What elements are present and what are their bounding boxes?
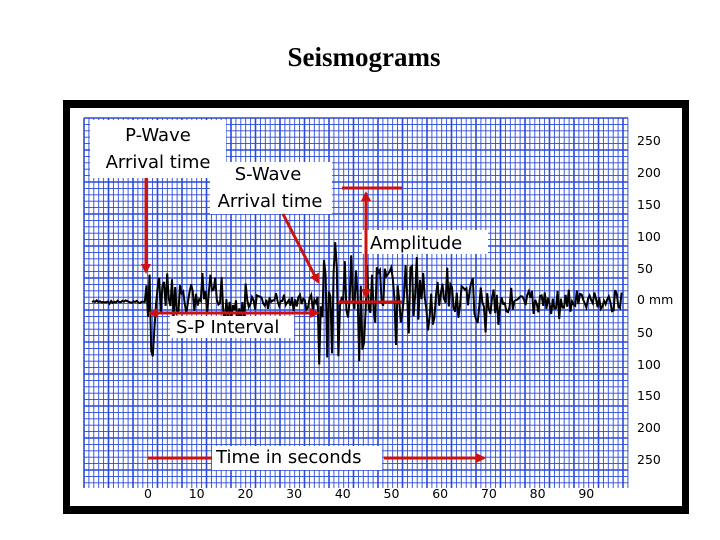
page-title: Seismograms [287,42,441,72]
amplitude-tick-label: 50 [637,261,653,276]
s-wave-label-line2: Arrival time [218,191,323,212]
time-tick-label: 50 [384,486,400,501]
time-tick-label: 40 [335,486,351,501]
amplitude-tick-label: 200 [637,420,661,435]
time-tick-label: 10 [189,486,205,501]
amplitude-tick-label: 150 [637,388,661,403]
time-tick-label: 70 [481,486,497,501]
seismogram-trace [91,242,623,365]
sp-interval-label-box [170,316,294,338]
time-tick-label: 0 [144,486,152,501]
amplitude-tick-bg [633,290,663,307]
s-wave-label-line1: S-Wave [235,164,302,185]
amplitude-tick-bg [633,259,663,276]
amplitude-tick-label: 250 [637,452,661,467]
amplitude-tick-label: 100 [637,357,661,372]
amplitude-tick-bg [633,450,663,467]
p-wave-label-line2: Arrival time [106,152,211,173]
amplitude-tick-bg [633,386,663,403]
time-tick-label: 80 [530,486,546,501]
s-wave-label-box [210,162,332,214]
amplitude-tick-label: 50 [637,325,653,340]
time-tick-label: 90 [578,486,594,501]
s-wave-arrow [281,213,320,284]
amplitude-tick-bg [633,418,663,435]
amplitude-tick-label: 200 [637,165,661,180]
amplitude-tick-bg [633,131,663,148]
p-wave-label-box [90,120,226,178]
amplitude-tick-label: 0 mm [637,292,673,307]
amplitude-label: Amplitude [370,233,462,254]
amplitude-label-box [362,230,488,254]
time-tick-label: 60 [432,486,448,501]
amplitude-tick-bg [633,195,663,212]
amplitude-tick-bg [633,355,663,372]
time-tick-label: 20 [237,486,253,501]
amplitude-scale: 250 200 150 100 50 0 mm 50 100 150 200 250 [633,131,673,467]
amplitude-tick-label: 100 [637,229,661,244]
amplitude-tick-label: 150 [637,197,661,212]
time-label: Time in seconds [215,447,361,468]
sp-interval-label: S-P Interval [176,317,279,338]
time-axis: 0 10 20 30 40 50 60 70 80 90 [144,486,594,501]
p-wave-label-line1: P-Wave [125,125,191,146]
time-label-box [212,446,382,470]
amplitude-tick-bg [633,163,663,180]
amplitude-tick-label: 250 [637,133,661,148]
amplitude-tick-bg [633,323,663,340]
time-tick-label: 30 [286,486,302,501]
trace-line [91,242,623,365]
amplitude-tick-bg [633,227,663,244]
